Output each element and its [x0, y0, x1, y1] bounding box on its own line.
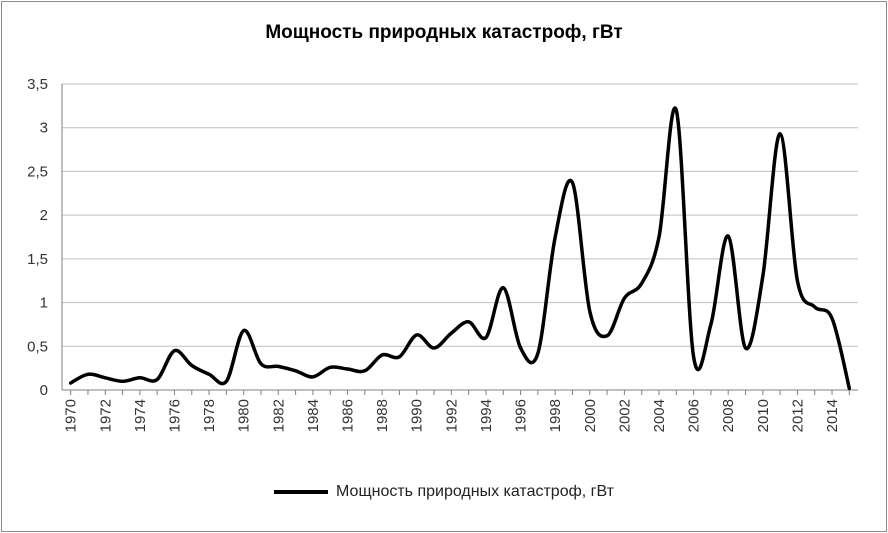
x-tick-label: 2002	[616, 399, 633, 432]
chart-title: Мощность природных катастроф, гВт	[265, 22, 623, 43]
axes	[61, 84, 858, 395]
y-tick-label: 0	[40, 382, 48, 399]
x-tick-labels: 1970 1972 1974 1976 1978 1980 1982 1984 1986 1988…	[63, 399, 841, 432]
x-tick-label: 1976	[166, 399, 183, 432]
x-tick-label: 1978	[201, 399, 218, 432]
x-tick-label: 1982	[270, 399, 287, 432]
y-tick-labels: 0 0,5 1 1,5 2 2,5 3 3,5	[27, 76, 48, 399]
y-tick-label: 2	[40, 207, 48, 224]
x-tick-label: 1998	[547, 399, 564, 432]
x-tick-label: 1972	[97, 399, 114, 432]
x-tick-label: 2012	[789, 399, 806, 432]
x-tick-label: 1992	[443, 399, 460, 432]
y-tick-label: 2,5	[27, 163, 48, 180]
series-line-0	[68, 106, 852, 391]
legend: Мощность природных катастроф, гВт	[0, 483, 888, 501]
y-tick-label: 0,5	[27, 338, 48, 355]
series-layer	[68, 106, 852, 391]
x-tick-label: 2008	[720, 399, 737, 432]
y-tick-label: 3,5	[27, 76, 48, 93]
x-tick-label: 2014	[824, 399, 841, 432]
legend-line-swatch	[274, 490, 329, 494]
x-tick-label: 2004	[651, 399, 668, 432]
x-tick-label: 2006	[686, 399, 703, 432]
x-tick-label: 1994	[478, 399, 495, 432]
y-tick-label: 3	[40, 120, 48, 137]
gridlines	[62, 83, 858, 347]
x-tick-label: 1986	[340, 399, 357, 432]
y-tick-label: 1,5	[27, 251, 48, 268]
x-tick-label: 2010	[755, 399, 772, 432]
x-tick-label: 1990	[409, 399, 426, 432]
x-tick-label: 1970	[63, 399, 80, 432]
x-tick-label: 1980	[236, 399, 253, 432]
x-tick-label: 1988	[374, 399, 391, 432]
x-tick-label: 2000	[582, 399, 599, 432]
y-tick-label: 1	[40, 295, 48, 312]
legend-label: Мощность природных катастроф, гВт	[336, 483, 614, 500]
x-tick-label: 1984	[305, 399, 322, 432]
x-tick-label: 1974	[132, 399, 149, 432]
x-tick-label: 1996	[513, 399, 530, 432]
